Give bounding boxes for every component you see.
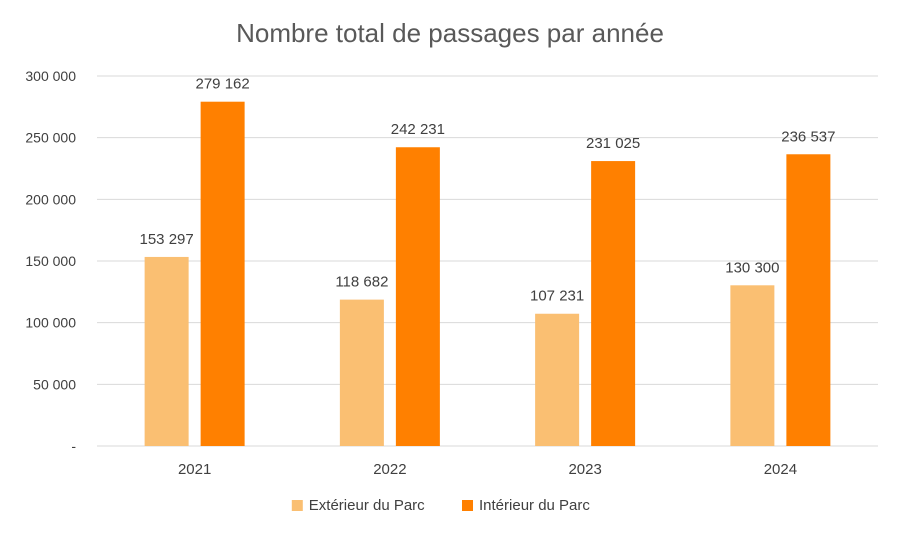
bar-2022-series-0 (339, 299, 384, 446)
x-axis-categories: 2021 2022 2023 2024 (178, 461, 797, 478)
data-label-2021-series-1: 279 162 (196, 76, 250, 93)
x-category-label: 2021 (178, 461, 211, 478)
bar-2021-series-0 (144, 256, 189, 446)
bar-2024-series-0 (730, 285, 775, 446)
data-labels: 153 297 279 162 118 682 242 231 107 231 231 0… (140, 76, 836, 305)
x-category-label: 2024 (764, 461, 797, 478)
y-tick-label: 100 000 (25, 315, 76, 331)
x-category-label: 2023 (568, 461, 601, 478)
bar-2024-series-1 (786, 154, 831, 446)
legend-label-series-0: Extérieur du Parc (309, 497, 425, 514)
data-label-2023-series-0: 107 231 (530, 288, 584, 305)
data-label-2022-series-1: 242 231 (391, 121, 445, 138)
bar-2022-series-1 (395, 147, 440, 447)
legend-label-series-1: Intérieur du Parc (479, 497, 590, 514)
bar-2021-series-1 (200, 101, 245, 447)
y-tick-label: 150 000 (25, 253, 76, 269)
y-tick-label: 300 000 (25, 68, 76, 84)
bar-2023-series-1 (591, 161, 636, 447)
y-tick-label: 250 000 (25, 130, 76, 146)
legend: Extérieur du Parc Intérieur du Parc (291, 497, 590, 514)
y-tick-label: 200 000 (25, 191, 76, 207)
x-category-label: 2022 (373, 461, 406, 478)
data-label-2022-series-0: 118 682 (335, 274, 388, 291)
y-tick-label: 50 000 (33, 376, 76, 392)
legend-swatch-series-1 (462, 500, 473, 511)
y-axis-ticks: - 50 000 100 000 150 000 200 000 250 000 300 0… (25, 68, 76, 454)
chart-title: Nombre total de passages par année (236, 18, 664, 48)
y-tick-label: - (71, 438, 76, 454)
data-label-2024-series-0: 130 300 (725, 259, 779, 276)
data-label-2024-series-1: 236 537 (781, 128, 835, 145)
legend-swatch-series-0 (291, 500, 303, 511)
data-label-2021-series-0: 153 297 (140, 231, 194, 248)
bar-2023-series-0 (535, 313, 580, 446)
bars (144, 101, 831, 447)
data-label-2023-series-1: 231 025 (586, 135, 640, 152)
